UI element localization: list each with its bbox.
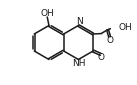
Text: OH: OH [118,23,132,32]
Text: NH: NH [72,59,86,68]
Text: O: O [106,36,113,45]
Text: N: N [76,17,83,26]
Text: O: O [98,53,105,62]
Text: OH: OH [40,9,54,18]
